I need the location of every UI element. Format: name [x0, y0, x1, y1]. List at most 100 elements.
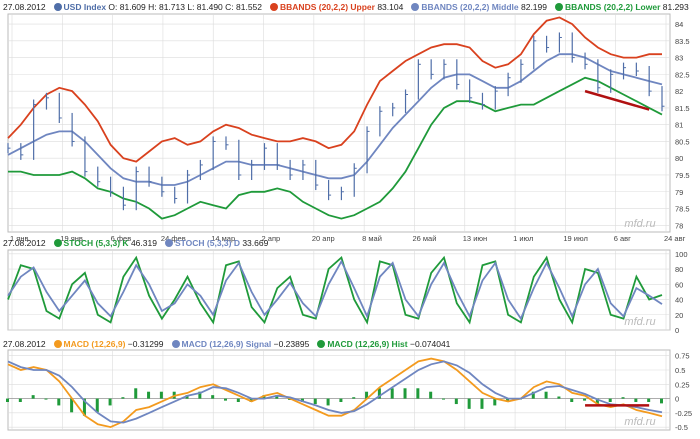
- macd-hist-bar: [493, 398, 497, 406]
- macd-hist-bar: [467, 398, 471, 409]
- price-y-tick-label: 81.5: [675, 104, 690, 113]
- macd-hist-bar: [275, 395, 279, 399]
- macd-hist-bar: [480, 398, 484, 409]
- x-tick-label: 1 июл: [513, 234, 533, 243]
- macd-hist-bar: [647, 398, 651, 402]
- price-y-tick-label: 78: [675, 221, 683, 230]
- stoch-y-tick-label: 60: [675, 280, 683, 289]
- price-frame: [7, 13, 671, 233]
- legend-dot-icon: [53, 239, 62, 247]
- legend-dot-icon: [53, 3, 62, 11]
- macd-legend-item: MACD (12,26,9) −0.31299: [53, 339, 164, 350]
- series-line-macd-12-26-9-: [7, 357, 663, 429]
- legend-series-name: BBANDS (20,2,2) Lower: [564, 2, 663, 12]
- legend-series-name: USD Index: [63, 2, 109, 12]
- macd-hist-bar: [211, 395, 215, 399]
- macd-hist-bar: [198, 391, 202, 399]
- macd-hist-bar: [300, 398, 304, 402]
- macd-hist-bar: [147, 391, 151, 399]
- legend-dot-icon: [317, 340, 326, 348]
- macd-hist-bar: [339, 398, 343, 402]
- macd-legend-item: MACD (12,26,9) Signal −0.23895: [171, 339, 309, 350]
- macd-hist-bar: [6, 398, 9, 402]
- price-y-tick-label: 79: [675, 188, 683, 197]
- legend-series-name: STOCH (5,3,3) K: [63, 238, 131, 248]
- macd-hist-bar: [352, 397, 356, 399]
- macd-hist-bar: [570, 398, 574, 402]
- x-tick-label: 2 апр: [262, 234, 281, 243]
- legend-series-value: 81.293: [662, 2, 689, 12]
- legend-dot-icon: [270, 3, 279, 11]
- series-line-macd-12-26-9-signal: [7, 360, 663, 424]
- macd-hist-bar: [44, 398, 48, 400]
- macd-hist-bar: [365, 391, 369, 399]
- price-y-tick-label: 83: [675, 54, 683, 63]
- legend-series-name: BBANDS (20,2,2) Upper: [280, 2, 378, 12]
- macd-hist-bar: [429, 391, 433, 399]
- macd-hist-bar: [57, 398, 61, 406]
- legend-series-value: 33.669: [242, 238, 269, 248]
- x-tick-label: 6 фев: [111, 234, 132, 243]
- stoch-y-tick-label: 40: [675, 296, 683, 305]
- price-legend-item: BBANDS (20,2,2) Middle 82.199: [411, 2, 547, 13]
- price-legend-item: 27.08.2012: [3, 2, 46, 13]
- x-tick-label: 24 авг: [664, 234, 686, 243]
- legend-dot-icon: [411, 3, 420, 11]
- price-y-tick-label: 82.5: [675, 70, 690, 79]
- macd-hist-bar: [442, 398, 445, 400]
- price-y-tick-label: 81: [675, 121, 683, 130]
- legend-date: 27.08.2012: [3, 238, 46, 248]
- price-legend-item: BBANDS (20,2,2) Lower 81.293: [554, 2, 689, 13]
- macd-hist-bar: [95, 398, 99, 413]
- legend-series-name: MACD (12,26,9): [63, 339, 128, 349]
- price-legend: 27.08.2012 USD Index O: 81.609 H: 81.713 …: [3, 2, 697, 13]
- macd-hist-bar: [557, 396, 561, 399]
- macd-hist-bar: [621, 397, 625, 399]
- macd-y-tick-label: -0.25: [675, 409, 692, 418]
- legend-series-value: 82.199: [520, 2, 547, 12]
- x-tick-label: 8 май: [362, 234, 382, 243]
- macd-hist-bar: [531, 391, 535, 399]
- macd-y-tick-label: -0.5: [675, 423, 688, 432]
- legend-dot-icon: [554, 3, 563, 11]
- macd-hist-bar: [70, 398, 74, 413]
- price-y-tick-label: 78.5: [675, 205, 690, 214]
- stoch-y-tick-label: 20: [675, 311, 683, 320]
- macd-hist-bar: [82, 398, 86, 416]
- x-tick-label: 19 июл: [563, 234, 587, 243]
- legend-date: 27.08.2012: [3, 339, 46, 349]
- legend-series-name: MACD (12,26,9) Hist: [327, 339, 410, 349]
- legend-series-name: STOCH (5,3,3) D: [174, 238, 243, 248]
- x-tick-label: 6 авг: [614, 234, 631, 243]
- price-y-tick-label: 80.5: [675, 137, 690, 146]
- stoch-legend-item: STOCH (5,3,3) K 46.319: [53, 238, 157, 249]
- x-tick-label: 14 мар: [211, 234, 235, 243]
- macd-y-tick-label: 0.25: [675, 380, 690, 389]
- macd-hist-bar: [121, 397, 125, 399]
- macd-hist-bar: [159, 391, 163, 399]
- legend-series-value: 83.104: [377, 2, 404, 12]
- price-y-tick-label: 84: [675, 20, 683, 29]
- legend-series-value: −0.31299: [127, 339, 164, 349]
- macd-hist-bar: [416, 388, 420, 399]
- stoch-y-tick-label: 80: [675, 265, 683, 274]
- macd-hist-bar: [390, 388, 394, 399]
- x-tick-label: 24 фев: [161, 234, 186, 243]
- stoch-legend: 27.08.2012 STOCH (5,3,3) K 46.319 STOCH (5…: [3, 238, 276, 249]
- stoch-watermark: mfd.ru: [624, 316, 655, 328]
- macd-hist-bar: [377, 388, 381, 399]
- x-tick-label: 1 янв: [10, 234, 28, 243]
- macd-hist-bar: [634, 398, 638, 402]
- macd-hist-bar: [506, 398, 510, 402]
- macd-hist-bar: [660, 398, 663, 404]
- series-line-stoch-5-3-3-k: [7, 255, 663, 325]
- series-line-bbands-20-2-2-lower: [8, 76, 663, 220]
- price-y-tick-label: 79.5: [675, 171, 690, 180]
- price-legend-item: USD Index O: 81.609 H: 81.713 L: 81.490 …: [53, 2, 262, 13]
- macd-hist-bar: [224, 398, 227, 401]
- price-watermark: mfd.ru: [624, 218, 655, 230]
- x-tick-label: 26 май: [412, 234, 436, 243]
- stoch-legend-item: STOCH (5,3,3) D 33.669: [164, 238, 269, 249]
- macd-y-tick-label: 0: [675, 395, 679, 404]
